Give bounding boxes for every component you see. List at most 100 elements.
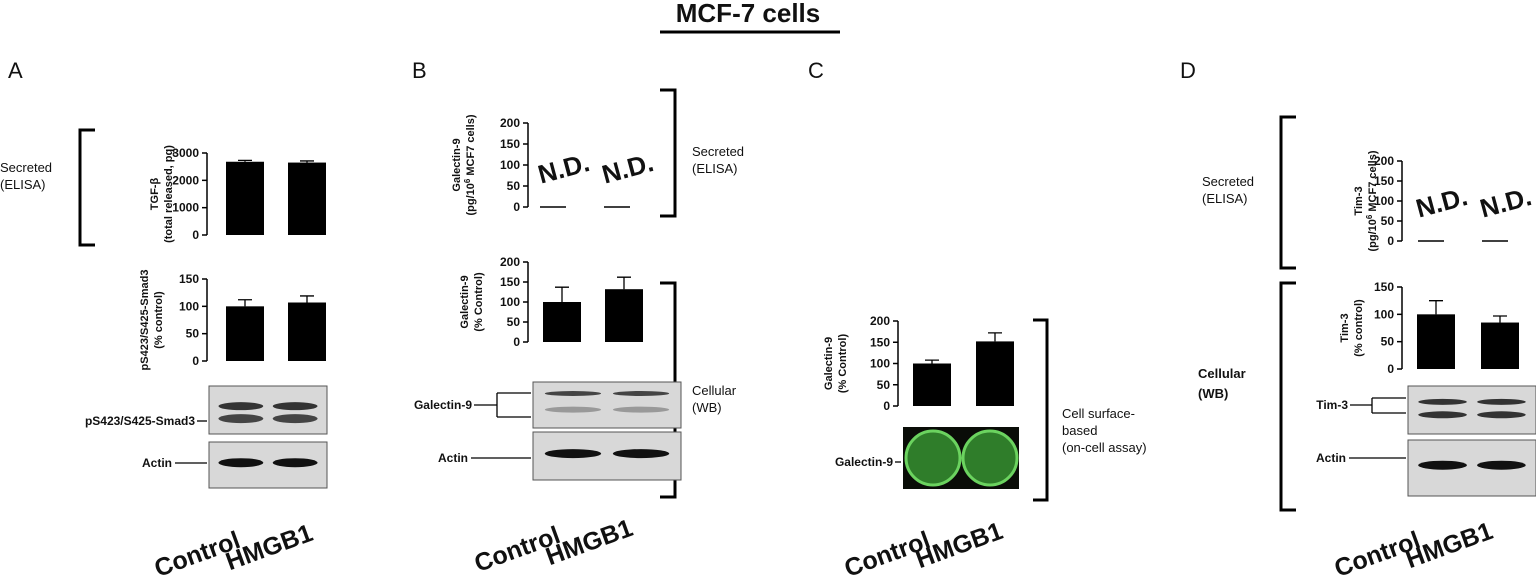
- bar-chart: 0 50 100 150 pS423/S425-Smad3 (% control): [139, 270, 326, 371]
- blot-image: [1407, 385, 1536, 435]
- arrow: [474, 392, 531, 418]
- band: [544, 449, 602, 459]
- panel-label: C: [808, 58, 824, 83]
- side-label: Cellular: [1198, 366, 1246, 381]
- band: [1418, 398, 1467, 405]
- bracket: [1279, 115, 1296, 270]
- error-bar: [1429, 300, 1443, 315]
- bar-chart: 0 1000 2000 3000 TGF-β (total released, pg): [149, 145, 326, 243]
- brackets: [78, 88, 1296, 512]
- y-axis-label: Galectin-9: [451, 138, 463, 191]
- y-axis-label: Galectin-9: [823, 337, 835, 390]
- y-tick-label: 150: [1374, 280, 1394, 294]
- y-tick-label: 3000: [172, 146, 199, 160]
- y-tick-label: 0: [513, 335, 520, 349]
- y-axis-label: Tim-3: [1339, 313, 1351, 342]
- y-tick-label: 0: [1387, 362, 1394, 376]
- y-tick-label: 0: [192, 354, 199, 368]
- band: [612, 406, 670, 413]
- y-axis-label: TGF-β: [149, 178, 161, 211]
- blot-label: Actin: [438, 451, 468, 465]
- bar: [543, 302, 581, 342]
- band: [1418, 460, 1467, 470]
- label-part: (pg/10: [1367, 219, 1379, 251]
- side-label: Secreted: [692, 144, 744, 159]
- y-axis-label: (% Control): [473, 272, 485, 332]
- band: [1418, 411, 1467, 419]
- superscript: 6: [1365, 214, 1374, 219]
- y-tick-label: 100: [500, 295, 520, 309]
- blot: [1349, 439, 1536, 497]
- side-label: Secreted: [0, 160, 52, 175]
- x-label: HMGB1: [912, 517, 1007, 574]
- y-tick-label: 150: [500, 275, 520, 289]
- y-tick-label: 1000: [172, 201, 199, 215]
- y-tick-label: 50: [507, 179, 521, 193]
- blot-label: Galectin-9: [835, 455, 893, 469]
- blot: [471, 431, 682, 481]
- y-tick-label: 100: [870, 357, 890, 371]
- bracket: [78, 128, 95, 247]
- nd-label: N.D.: [535, 147, 593, 189]
- y-axis-label: (pg/106 MCF7 cells): [463, 114, 478, 215]
- side-label: (WB): [692, 400, 722, 415]
- blot-image: [532, 381, 682, 429]
- bar: [288, 302, 326, 361]
- band: [218, 458, 264, 468]
- error-bar: [300, 295, 314, 303]
- nd-label: N.D.: [1477, 181, 1535, 223]
- x-label: HMGB1: [222, 519, 317, 576]
- y-axis-label: (pg/106 MCF7 cells): [1365, 150, 1380, 251]
- blot-label: Actin: [142, 456, 172, 470]
- bar-chart: 0 50 100 150 Tim-3 (% control): [1339, 280, 1519, 376]
- y-tick-label: 0: [1387, 234, 1394, 248]
- blot: [474, 381, 682, 429]
- y-tick-label: 100: [500, 158, 520, 172]
- y-tick-label: 200: [500, 116, 520, 130]
- bar: [226, 306, 264, 361]
- bar: [976, 341, 1014, 406]
- y-tick-label: 50: [1381, 214, 1395, 228]
- bar: [605, 289, 643, 342]
- band: [272, 414, 318, 424]
- bar: [1481, 322, 1519, 369]
- y-tick-label: 100: [179, 299, 199, 313]
- bar: [288, 162, 326, 235]
- figure-title: MCF-7 cells: [676, 0, 821, 28]
- band: [1477, 460, 1526, 470]
- band: [612, 449, 670, 459]
- well: [961, 429, 1019, 487]
- y-axis-label: (% control): [153, 291, 165, 349]
- band: [544, 391, 602, 396]
- band: [544, 406, 602, 413]
- blot-label: Tim-3: [1316, 398, 1348, 412]
- blot-label: Actin: [1316, 451, 1346, 465]
- side-label: (WB): [1198, 386, 1228, 401]
- error-bar: [925, 359, 939, 364]
- side-label: (ELISA): [692, 161, 738, 176]
- bar-chart: 0 50 100 150 200 Galectin-9 (% Control): [459, 255, 643, 349]
- y-axis-label: Tim-3: [1353, 186, 1365, 215]
- well: [904, 429, 962, 487]
- y-axis-label: (% control): [1353, 299, 1365, 357]
- bar-chart: 0 50 100 150 200 N.D. N.D. Tim-3(pg/106 MCF7 ce…: [1353, 150, 1535, 251]
- y-tick-label: 0: [513, 200, 520, 214]
- bracket: [660, 88, 677, 218]
- error-bar: [555, 286, 569, 302]
- bracket: [1279, 281, 1296, 512]
- y-tick-label: 2000: [172, 173, 199, 187]
- nd-label: N.D.: [599, 147, 657, 189]
- y-tick-label: 100: [1374, 307, 1394, 321]
- blot: [175, 441, 328, 489]
- superscript: 6: [463, 178, 472, 183]
- bar: [1417, 314, 1455, 369]
- band: [1477, 398, 1526, 405]
- y-tick-label: 0: [883, 399, 890, 413]
- y-tick-label: 200: [1374, 154, 1394, 168]
- y-tick-label: 50: [507, 315, 521, 329]
- panel-label: D: [1180, 58, 1196, 83]
- bracket: [1033, 318, 1049, 502]
- y-tick-label: 150: [870, 335, 890, 349]
- y-axis-label: pS423/S425-Smad3: [139, 270, 151, 371]
- band: [218, 402, 264, 411]
